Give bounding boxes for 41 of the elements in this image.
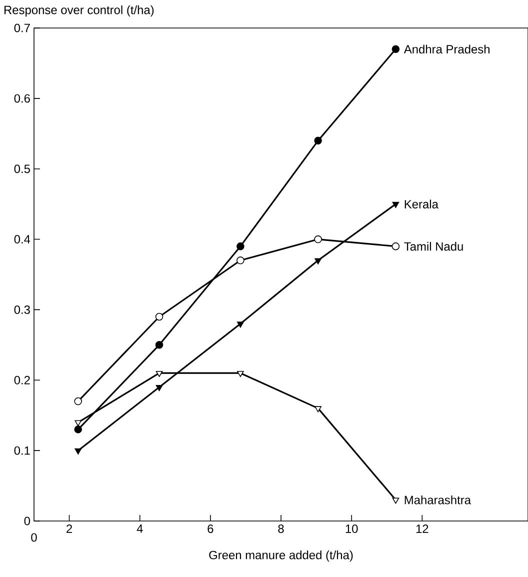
point bbox=[74, 426, 82, 434]
y-tick-label: 0.1 bbox=[14, 446, 30, 455]
series-label: Tamil Nadu bbox=[404, 242, 463, 251]
point bbox=[155, 341, 163, 349]
point bbox=[236, 242, 244, 250]
x-axis-title: Green manure added (t/ha) bbox=[208, 550, 352, 562]
y-tick-label: 0.6 bbox=[14, 94, 30, 103]
y-axis-title: Response over control (t/ha) bbox=[4, 5, 154, 17]
x-tick-label: 12 bbox=[416, 524, 428, 533]
point bbox=[314, 258, 322, 264]
point bbox=[156, 370, 162, 377]
x-tick-label: 4 bbox=[136, 524, 143, 533]
point bbox=[236, 370, 244, 377]
x-tick-label: 6 bbox=[208, 524, 214, 533]
series-label: Andhra Pradesh bbox=[404, 44, 490, 54]
x-tick-label: 10 bbox=[346, 524, 358, 533]
y-tick-label: 0.2 bbox=[14, 376, 30, 384]
point bbox=[392, 498, 399, 504]
point bbox=[314, 235, 322, 244]
y-tick-label: 0.3 bbox=[14, 305, 30, 314]
series-label: Maharashtra bbox=[404, 495, 471, 504]
point bbox=[74, 420, 82, 426]
point bbox=[392, 202, 399, 208]
text: 0 bbox=[30, 533, 37, 542]
point bbox=[236, 322, 244, 328]
point bbox=[74, 397, 82, 406]
point bbox=[392, 242, 400, 250]
x-tick-label: 8 bbox=[278, 524, 284, 533]
x-tick-label: 2 bbox=[66, 524, 72, 533]
y-tick-label: 0.4 bbox=[14, 235, 30, 244]
series-label: Kerala bbox=[404, 200, 438, 208]
point bbox=[156, 385, 162, 392]
point bbox=[392, 45, 400, 54]
point bbox=[74, 448, 82, 454]
y-tick-label: 0 bbox=[24, 516, 30, 526]
point bbox=[236, 256, 244, 264]
y-tick-label: 0.7 bbox=[14, 24, 30, 32]
point bbox=[314, 136, 322, 145]
point bbox=[314, 406, 322, 412]
point bbox=[155, 312, 163, 321]
y-tick-label: 0.5 bbox=[14, 164, 30, 174]
